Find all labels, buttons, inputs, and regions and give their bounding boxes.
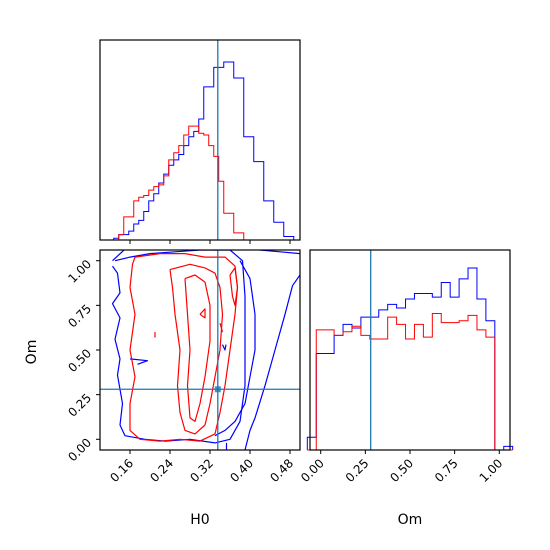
h0-tick-label-1: 0.24	[147, 456, 176, 485]
om-y-tick-label-4: 1.00	[65, 257, 94, 286]
om-hist-frame	[309, 249, 511, 451]
contour-red-4	[199, 308, 206, 319]
h0-om-contour-panel: 0.16 0.24 0.32 0.40 0.48 0.00 0.25 0.50 0.75 1.00	[65, 249, 301, 485]
contour-red-6	[219, 323, 224, 333]
contour-red-2	[184, 274, 211, 422]
om-histogram-panel: 0.00 0.25 0.50 0.75 1.00	[298, 249, 514, 485]
x-axis-label-om: Om	[398, 512, 423, 528]
om-hist-series-red	[307, 313, 513, 451]
contour-blue-6	[221, 344, 227, 351]
h0-tick-label-2: 0.32	[187, 456, 216, 485]
contour-red-0	[129, 253, 239, 442]
contour-blue-2	[111, 250, 246, 444]
om-hist-series-blue	[306, 267, 514, 451]
contour-blue-5	[129, 358, 149, 365]
om-x-tick-label-2: 0.50	[387, 456, 416, 485]
om-y-tick-label-3: 0.75	[65, 302, 94, 331]
h0-hist-frame	[99, 39, 301, 241]
h0-tick-label-4: 0.48	[267, 456, 296, 485]
contour-red-3	[229, 267, 239, 306]
contour-blue-1	[244, 274, 300, 450]
y-axis-label-om: Om	[24, 340, 40, 365]
om-x-tick-label-1: 0.25	[343, 456, 372, 485]
om-y-tick-label-2: 0.50	[65, 346, 94, 375]
joint-contours	[111, 250, 300, 450]
contour-blue-3	[214, 260, 256, 437]
h0-histogram-panel	[99, 39, 301, 244]
h0-tick-label-0: 0.16	[107, 456, 136, 485]
h0-hist-series-red	[103, 125, 299, 241]
om-x-tick-label-3: 0.75	[432, 456, 461, 485]
joint-truth-marker	[214, 386, 221, 393]
contour-red-1	[169, 263, 224, 435]
om-x-tick-label-0: 0.00	[298, 456, 327, 485]
h0-tick-label-3: 0.40	[227, 456, 256, 485]
x-axis-label-h0: H0	[190, 512, 209, 528]
h0-hist-series-blue	[103, 61, 299, 241]
om-y-tick-label-0: 0.00	[65, 436, 94, 465]
om-y-tick-label-1: 0.25	[65, 391, 94, 420]
contour-blue-0	[112, 250, 300, 262]
om-x-tick-label-4: 1.00	[477, 456, 506, 485]
